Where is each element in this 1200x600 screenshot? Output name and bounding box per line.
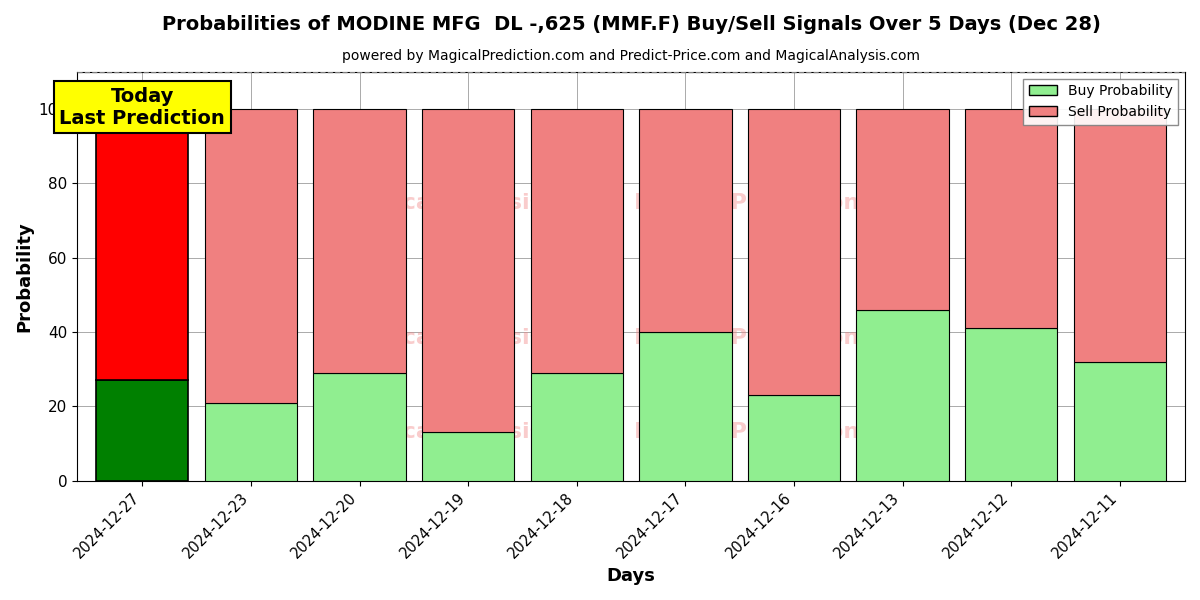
Legend: Buy Probability, Sell Probability: Buy Probability, Sell Probability: [1024, 79, 1178, 125]
Title: Probabilities of MODINE MFG  DL -,625 (MMF.F) Buy/Sell Signals Over 5 Days (Dec : Probabilities of MODINE MFG DL -,625 (MM…: [162, 15, 1100, 34]
Bar: [748, 395, 840, 481]
Bar: [422, 433, 515, 481]
Bar: [640, 109, 732, 332]
Text: MagicalAnalysis.com    MagicalPrediction.com: MagicalAnalysis.com MagicalPrediction.co…: [342, 422, 920, 442]
Bar: [857, 310, 949, 481]
Bar: [313, 109, 406, 373]
Bar: [1074, 109, 1166, 362]
Y-axis label: Probability: Probability: [14, 221, 32, 332]
Bar: [748, 109, 840, 395]
Text: MagicalAnalysis.com    MagicalPrediction.com: MagicalAnalysis.com MagicalPrediction.co…: [342, 193, 920, 212]
Bar: [965, 328, 1057, 481]
Bar: [205, 109, 298, 403]
Bar: [857, 109, 949, 310]
Bar: [1074, 362, 1166, 481]
Bar: [422, 109, 515, 433]
Text: powered by MagicalPrediction.com and Predict-Price.com and MagicalAnalysis.com: powered by MagicalPrediction.com and Pre…: [342, 49, 920, 64]
Bar: [205, 403, 298, 481]
Bar: [530, 109, 623, 373]
Text: MagicalAnalysis.com    MagicalPrediction.com: MagicalAnalysis.com MagicalPrediction.co…: [342, 328, 920, 347]
Bar: [965, 109, 1057, 328]
Bar: [96, 380, 188, 481]
Bar: [313, 373, 406, 481]
Bar: [96, 109, 188, 380]
X-axis label: Days: Days: [607, 567, 655, 585]
Bar: [640, 332, 732, 481]
Bar: [530, 373, 623, 481]
Text: Today
Last Prediction: Today Last Prediction: [60, 86, 226, 128]
